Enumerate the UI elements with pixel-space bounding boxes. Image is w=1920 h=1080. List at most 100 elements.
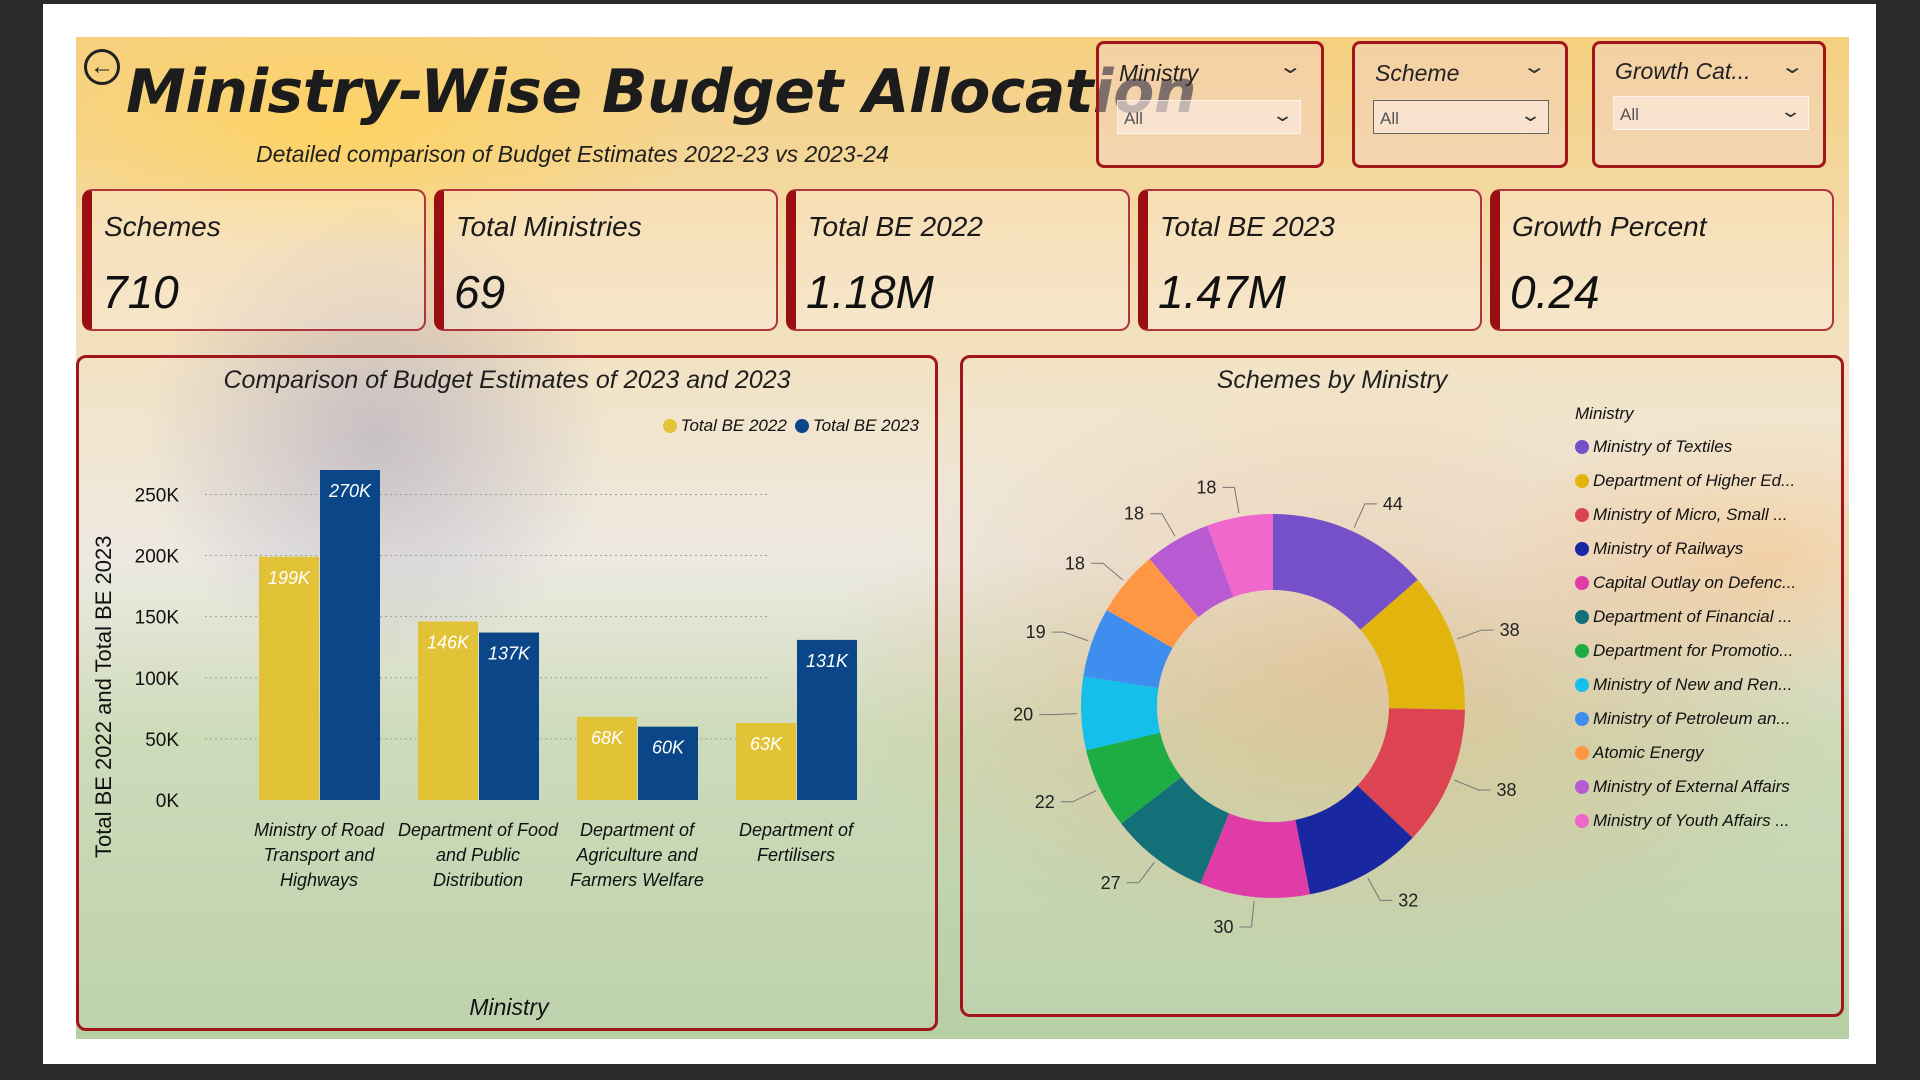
legend-item[interactable]: Department of Financial ...	[1575, 600, 1845, 634]
leader-line	[1150, 513, 1176, 537]
slicer-label: Ministry	[1119, 60, 1199, 86]
scheme-slicer: Scheme ⌄ All ⌄	[1352, 41, 1568, 168]
bar[interactable]	[259, 556, 319, 800]
legend-marker	[1575, 678, 1589, 692]
slice-value-label: 38	[1497, 780, 1517, 800]
donut-slice[interactable]	[1083, 610, 1173, 689]
legend-marker	[1575, 542, 1589, 556]
kpi-label: Total BE 2023	[1160, 211, 1335, 242]
legend-item[interactable]: Atomic Energy	[1575, 736, 1845, 770]
report-page: ← Ministry-Wise Budget Allocation Detail…	[43, 4, 1876, 1064]
legend-marker	[1575, 474, 1589, 488]
kpi-card-total-be-2022: Total BE 2022 1.18M	[786, 189, 1130, 331]
legend-item[interactable]: Total BE 2023	[794, 416, 919, 436]
back-arrow-icon[interactable]: ←	[84, 49, 120, 85]
bar[interactable]	[797, 639, 857, 800]
slicer-label: Growth Cat...	[1615, 58, 1751, 84]
kpi-card-total-be-2023: Total BE 2023 1.47M	[1138, 189, 1482, 331]
donut-slice[interactable]	[1200, 813, 1311, 898]
slice-value-label: 18	[1065, 553, 1085, 573]
bar-chart-plot: 0K 50K 100K 150K 200K 250K 199K 270K Ministry of…	[135, 470, 857, 890]
legend-item[interactable]: Ministry of Railways	[1575, 532, 1845, 566]
data-label: 63K	[750, 734, 783, 754]
bar[interactable]	[638, 726, 698, 800]
donut-slice[interactable]	[1360, 579, 1465, 710]
legend-items: Ministry of Textiles Department of Higher…	[1575, 430, 1845, 838]
legend-item[interactable]: Ministry of Petroleum an...	[1575, 702, 1845, 736]
donut-slice[interactable]	[1357, 708, 1465, 838]
legend-item[interactable]: Ministry of New and Ren...	[1575, 668, 1845, 702]
kpi-label: Total Ministries	[456, 211, 642, 242]
page-title: Ministry-Wise Budget Allocation	[126, 57, 1197, 127]
slicer-label: Scheme	[1375, 60, 1460, 86]
x-axis-label: Ministry	[469, 994, 549, 1020]
legend-label: Total BE 2023	[812, 416, 919, 435]
legend-item[interactable]: Capital Outlay on Defenc...	[1575, 566, 1845, 600]
donut-slice[interactable]	[1121, 777, 1230, 884]
chevron-down-icon[interactable]: ⌄	[1271, 105, 1294, 125]
slice-value-label: 30	[1213, 917, 1233, 937]
legend-label: Ministry of Petroleum an...	[1593, 709, 1791, 728]
leader-line	[1457, 629, 1494, 640]
slice-value-label: 27	[1101, 873, 1121, 893]
leader-line	[1353, 503, 1377, 528]
legend-label: Total BE 2022	[680, 416, 787, 435]
slice-value-label: 44	[1383, 494, 1403, 514]
chevron-down-icon[interactable]: ⌄	[1780, 56, 1806, 78]
bar[interactable]	[577, 716, 637, 800]
donut-slice[interactable]	[1086, 732, 1182, 824]
y-tick-label: 150K	[135, 608, 180, 629]
donut-slice[interactable]	[1295, 785, 1413, 895]
chart-legend: Ministry Ministry of Textiles Department …	[1575, 404, 1845, 838]
legend-label: Capital Outlay on Defenc...	[1593, 573, 1797, 592]
slice-value-label: 18	[1124, 504, 1144, 524]
legend-item[interactable]: Ministry of Textiles	[1575, 430, 1845, 464]
chevron-down-icon[interactable]: ⌄	[1522, 56, 1548, 78]
donut-slice[interactable]	[1081, 676, 1161, 751]
bar[interactable]	[736, 723, 796, 800]
bar[interactable]	[479, 632, 539, 800]
legend-item[interactable]: Total BE 2022	[662, 416, 787, 436]
legend-marker	[1575, 440, 1589, 454]
data-label: 131K	[806, 651, 849, 671]
legend-label: Ministry of External Affairs	[1593, 777, 1790, 796]
legend-marker	[794, 419, 809, 433]
bar[interactable]	[320, 470, 380, 800]
growth-category-dropdown[interactable]: All ⌄	[1613, 96, 1809, 130]
ministry-slicer: Ministry ⌄ All ⌄	[1096, 41, 1324, 168]
legend-item[interactable]: Ministry of External Affairs	[1575, 770, 1845, 804]
slice-value-label: 18	[1196, 477, 1216, 497]
kpi-card-total-ministries: Total Ministries 69	[434, 189, 778, 331]
legend-item[interactable]: Department for Promotio...	[1575, 634, 1845, 668]
legend-label: Department for Promotio...	[1593, 641, 1794, 660]
legend-item[interactable]: Department of Higher Ed...	[1575, 464, 1845, 498]
bar[interactable]	[418, 621, 478, 800]
leader-line	[1060, 790, 1097, 803]
legend-label: Ministry of Youth Affairs ...	[1593, 811, 1790, 830]
ministry-dropdown[interactable]: All ⌄	[1117, 100, 1301, 134]
kpi-value: 69	[454, 266, 506, 318]
kpi-label: Schemes	[104, 211, 221, 242]
chevron-down-icon[interactable]: ⌄	[1779, 101, 1802, 121]
chevron-down-icon[interactable]: ⌄	[1519, 105, 1542, 125]
kpi-card-schemes: Schemes 710	[82, 189, 426, 331]
donut-slice[interactable]	[1149, 525, 1234, 618]
donut-slice[interactable]	[1273, 514, 1418, 630]
donut-slice[interactable]	[1207, 514, 1273, 597]
legend-label: Department of Higher Ed...	[1593, 471, 1796, 490]
legend-label: Department of Financial ...	[1593, 607, 1793, 626]
legend-item[interactable]: Ministry of Youth Affairs ...	[1575, 804, 1845, 838]
legend-marker	[1575, 712, 1589, 726]
legend-item[interactable]: Ministry of Micro, Small ...	[1575, 498, 1845, 532]
chevron-down-icon[interactable]: ⌄	[1278, 56, 1304, 78]
x-tick-label: Department of Agriculture and Farmers Welf…	[570, 820, 704, 890]
scheme-dropdown[interactable]: All ⌄	[1373, 100, 1549, 134]
donut-slice[interactable]	[1106, 558, 1199, 648]
donut-chart-panel: Schemes by Ministry 44 38 38 32 30 27 22 20 19 18…	[960, 355, 1844, 1017]
legend-marker	[1575, 814, 1589, 828]
chart-title: Comparison of Budget Estimates of 2023 a…	[223, 366, 791, 394]
slice-value-label: 32	[1398, 890, 1418, 910]
legend-marker	[1575, 508, 1589, 522]
leader-line	[1051, 631, 1089, 642]
legend-marker	[1575, 780, 1589, 794]
